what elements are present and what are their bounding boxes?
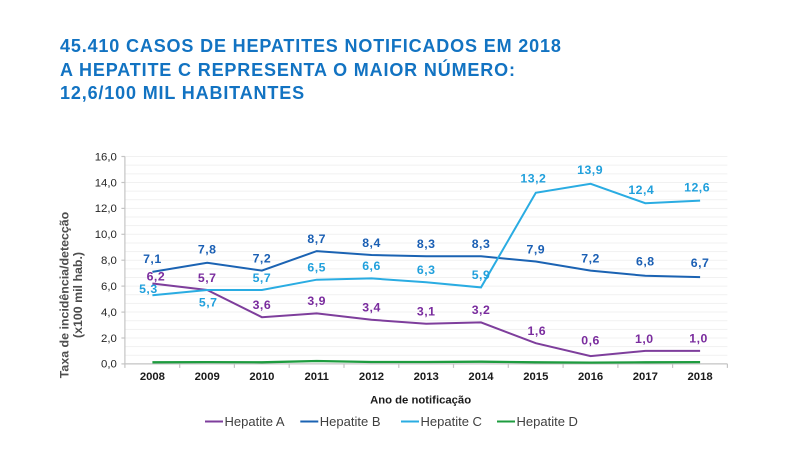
svg-text:0,0: 0,0	[101, 359, 117, 371]
svg-text:2010: 2010	[249, 371, 274, 383]
svg-text:10,0: 10,0	[95, 229, 117, 241]
svg-text:2015: 2015	[523, 371, 548, 383]
svg-text:3,2: 3,2	[472, 303, 491, 317]
svg-text:8,3: 8,3	[417, 237, 436, 251]
svg-text:16,0: 16,0	[95, 151, 117, 163]
svg-text:6,8: 6,8	[636, 255, 655, 269]
svg-text:8,0: 8,0	[101, 255, 117, 267]
svg-text:6,7: 6,7	[691, 256, 710, 270]
svg-text:2018: 2018	[688, 371, 713, 383]
svg-text:(x100 mil hab.): (x100 mil hab.)	[71, 252, 85, 338]
svg-text:6,5: 6,5	[307, 261, 326, 275]
svg-text:0,6: 0,6	[581, 334, 600, 348]
svg-text:12,4: 12,4	[628, 183, 654, 197]
svg-text:4,0: 4,0	[101, 307, 117, 319]
svg-text:13,2: 13,2	[520, 172, 546, 186]
svg-text:Ano de notificação: Ano de notificação	[370, 395, 471, 407]
svg-text:8,4: 8,4	[362, 236, 381, 250]
svg-text:6,6: 6,6	[362, 259, 381, 273]
svg-text:3,4: 3,4	[362, 301, 381, 315]
svg-text:8,7: 8,7	[307, 232, 326, 246]
svg-text:14,0: 14,0	[95, 177, 117, 189]
svg-text:2,0: 2,0	[101, 333, 117, 345]
svg-text:Hepatite D: Hepatite D	[517, 414, 578, 429]
svg-text:6,2: 6,2	[147, 269, 166, 283]
svg-text:5,7: 5,7	[253, 271, 272, 285]
svg-text:1,0: 1,0	[635, 332, 654, 346]
svg-text:8,3: 8,3	[472, 237, 491, 251]
svg-text:7,8: 7,8	[198, 243, 217, 257]
svg-text:2013: 2013	[414, 371, 439, 383]
svg-text:12,6: 12,6	[684, 180, 710, 194]
svg-text:2014: 2014	[468, 371, 494, 383]
svg-text:3,1: 3,1	[417, 305, 436, 319]
svg-text:Hepatite C: Hepatite C	[421, 414, 482, 429]
svg-text:2016: 2016	[578, 371, 603, 383]
svg-text:3,6: 3,6	[253, 298, 272, 312]
svg-text:5,3: 5,3	[139, 282, 158, 296]
svg-text:5,7: 5,7	[199, 296, 218, 310]
svg-text:2008: 2008	[140, 371, 165, 383]
svg-text:Hepatite B: Hepatite B	[320, 414, 381, 429]
svg-text:Hepatite A: Hepatite A	[225, 414, 285, 429]
svg-text:Taxa de incidência/detecção: Taxa de incidência/detecção	[58, 211, 72, 378]
svg-text:1,0: 1,0	[689, 331, 708, 345]
svg-text:2009: 2009	[195, 371, 220, 383]
svg-text:2011: 2011	[304, 371, 329, 383]
svg-text:2012: 2012	[359, 371, 384, 383]
svg-text:5,7: 5,7	[198, 271, 217, 285]
svg-text:6,0: 6,0	[101, 281, 117, 293]
svg-text:2017: 2017	[633, 371, 658, 383]
svg-text:3,9: 3,9	[307, 294, 326, 308]
svg-text:12,0: 12,0	[95, 203, 117, 215]
svg-text:13,9: 13,9	[577, 163, 603, 177]
svg-text:7,2: 7,2	[581, 251, 600, 265]
svg-text:1,6: 1,6	[527, 324, 546, 338]
svg-text:7,2: 7,2	[253, 251, 272, 265]
svg-text:7,9: 7,9	[526, 242, 545, 256]
svg-text:5,9: 5,9	[472, 268, 491, 282]
svg-text:6,3: 6,3	[417, 263, 436, 277]
svg-text:7,1: 7,1	[143, 252, 162, 266]
